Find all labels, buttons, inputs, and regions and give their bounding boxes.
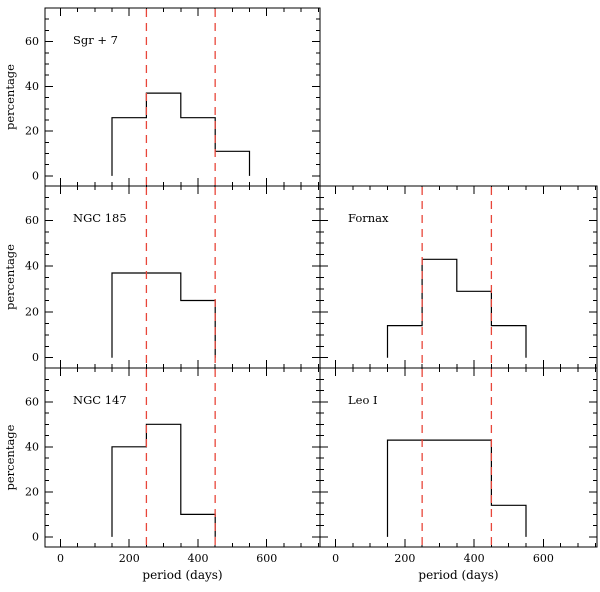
y-tick-label: 20: [25, 485, 39, 498]
panel-frame: [319, 367, 598, 548]
x-tick-label: 600: [256, 552, 277, 565]
histogram-sgr-7: [111, 92, 251, 176]
x-tick-label: 0: [332, 552, 339, 565]
panel-title-fornax: Fornax: [348, 211, 389, 225]
y-axis-label: percentage: [3, 244, 17, 310]
histogram-ngc-185: [111, 272, 216, 358]
y-tick-label: 20: [25, 305, 39, 318]
panel-ngc-185: NGC 185 0 20 40 60 percentage: [3, 185, 321, 369]
axis-ticks: [320, 368, 597, 547]
panel-leo-i: Leo I 0 200 400 600 period (days): [319, 367, 598, 582]
y-tick-label: 60: [25, 35, 39, 48]
x-tick-label: 200: [394, 552, 415, 565]
y-tick-label: 0: [32, 169, 39, 182]
axis-ticks: [45, 368, 320, 547]
y-axis-label: percentage: [3, 424, 17, 490]
panel-fornax: Fornax: [319, 185, 598, 369]
axis-ticks: [320, 186, 597, 368]
x-tick-label: 400: [187, 552, 208, 565]
axis-ticks: [45, 186, 320, 368]
y-tick-label: 0: [32, 351, 39, 364]
y-tick-label: 20: [25, 125, 39, 138]
histogram-leo-i: [386, 439, 527, 537]
panel-title-ngc-185: NGC 185: [73, 211, 127, 225]
panel-title-ngc-147: NGC 147: [73, 393, 127, 407]
y-tick-label: 40: [25, 80, 39, 93]
x-tick-label: 600: [533, 552, 554, 565]
histogram-ngc-147: [111, 423, 216, 537]
panel-title-sgr-7: Sgr + 7: [73, 33, 118, 47]
y-tick-label: 40: [25, 260, 39, 273]
panel-ngc-147: NGC 147 0 20 40 60 percentage 0 200 400 600 period…: [3, 367, 321, 582]
y-tick-label: 40: [25, 440, 39, 453]
x-tick-label: 0: [57, 552, 64, 565]
histogram-fornax: [386, 258, 527, 358]
y-tick-label: 60: [25, 214, 39, 227]
y-tick-label: 60: [25, 395, 39, 408]
y-tick-label: 0: [32, 530, 39, 543]
panel-title-leo-i: Leo I: [348, 393, 378, 407]
panel-sgr-7: Sgr + 7 0 20 40 60 percentage: [3, 7, 321, 187]
x-tick-label: 400: [464, 552, 485, 565]
x-tick-label: 200: [119, 552, 140, 565]
x-axis-label: period (days): [142, 568, 222, 582]
x-axis-label: period (days): [418, 568, 498, 582]
y-axis-label: percentage: [3, 64, 17, 130]
